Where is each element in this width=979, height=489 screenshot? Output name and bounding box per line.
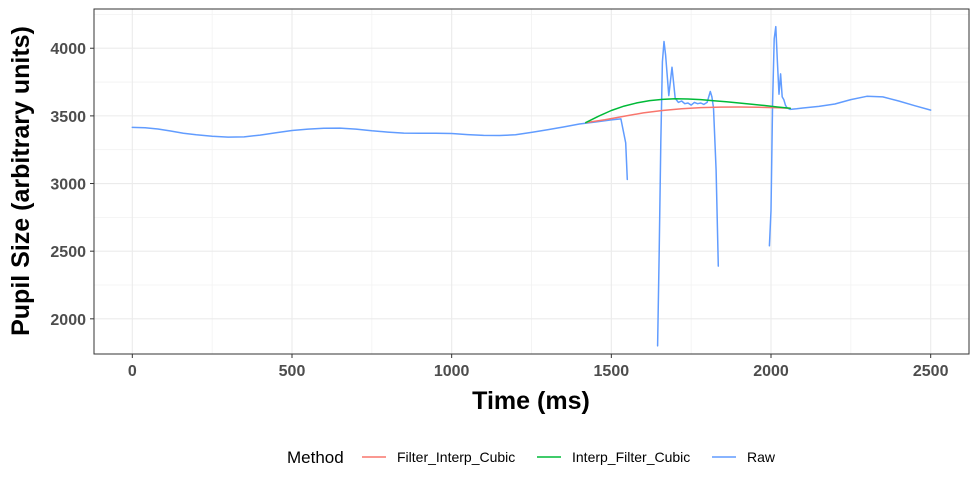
x-axis-title: Time (ms) <box>472 387 590 415</box>
legend-label-interp-filter-cubic: Interp_Filter_Cubic <box>572 449 690 465</box>
plot-panel-border <box>93 8 970 355</box>
legend: Method Filter_Interp_Cubic Interp_Filter… <box>287 448 776 467</box>
x-tick-label: 500 <box>279 363 306 380</box>
series-line-raw-segment-1 <box>131 118 629 181</box>
y-tick-label: 3000 <box>50 177 86 194</box>
x-tick-label: 2500 <box>913 363 949 380</box>
y-axis-title: Pupil Size (arbitrary units) <box>7 26 35 336</box>
legend-label-raw: Raw <box>747 449 776 465</box>
y-tick-label: 4000 <box>50 41 86 58</box>
y-tick-label: 2000 <box>50 312 86 329</box>
x-tick-label: 0 <box>128 363 137 380</box>
legend-label-filter-interp-cubic: Filter_Interp_Cubic <box>397 449 515 465</box>
series-line-raw-segment-2 <box>656 40 720 347</box>
x-axis: 0 500 1000 1500 2000 2500 <box>128 354 949 380</box>
series-line-interp-filter-cubic <box>585 98 791 124</box>
x-tick-label: 1500 <box>594 363 630 380</box>
x-tick-label: 2000 <box>753 363 789 380</box>
series-layer <box>131 25 932 347</box>
y-tick-label: 3500 <box>50 109 86 126</box>
x-tick-label: 1000 <box>434 363 470 380</box>
grid-minor <box>94 9 969 354</box>
legend-title: Method <box>287 448 344 467</box>
series-line-filter-interp-cubic <box>585 106 791 124</box>
y-axis: 2000 2500 3000 3500 4000 <box>50 41 94 329</box>
y-tick-label: 2500 <box>50 244 86 261</box>
